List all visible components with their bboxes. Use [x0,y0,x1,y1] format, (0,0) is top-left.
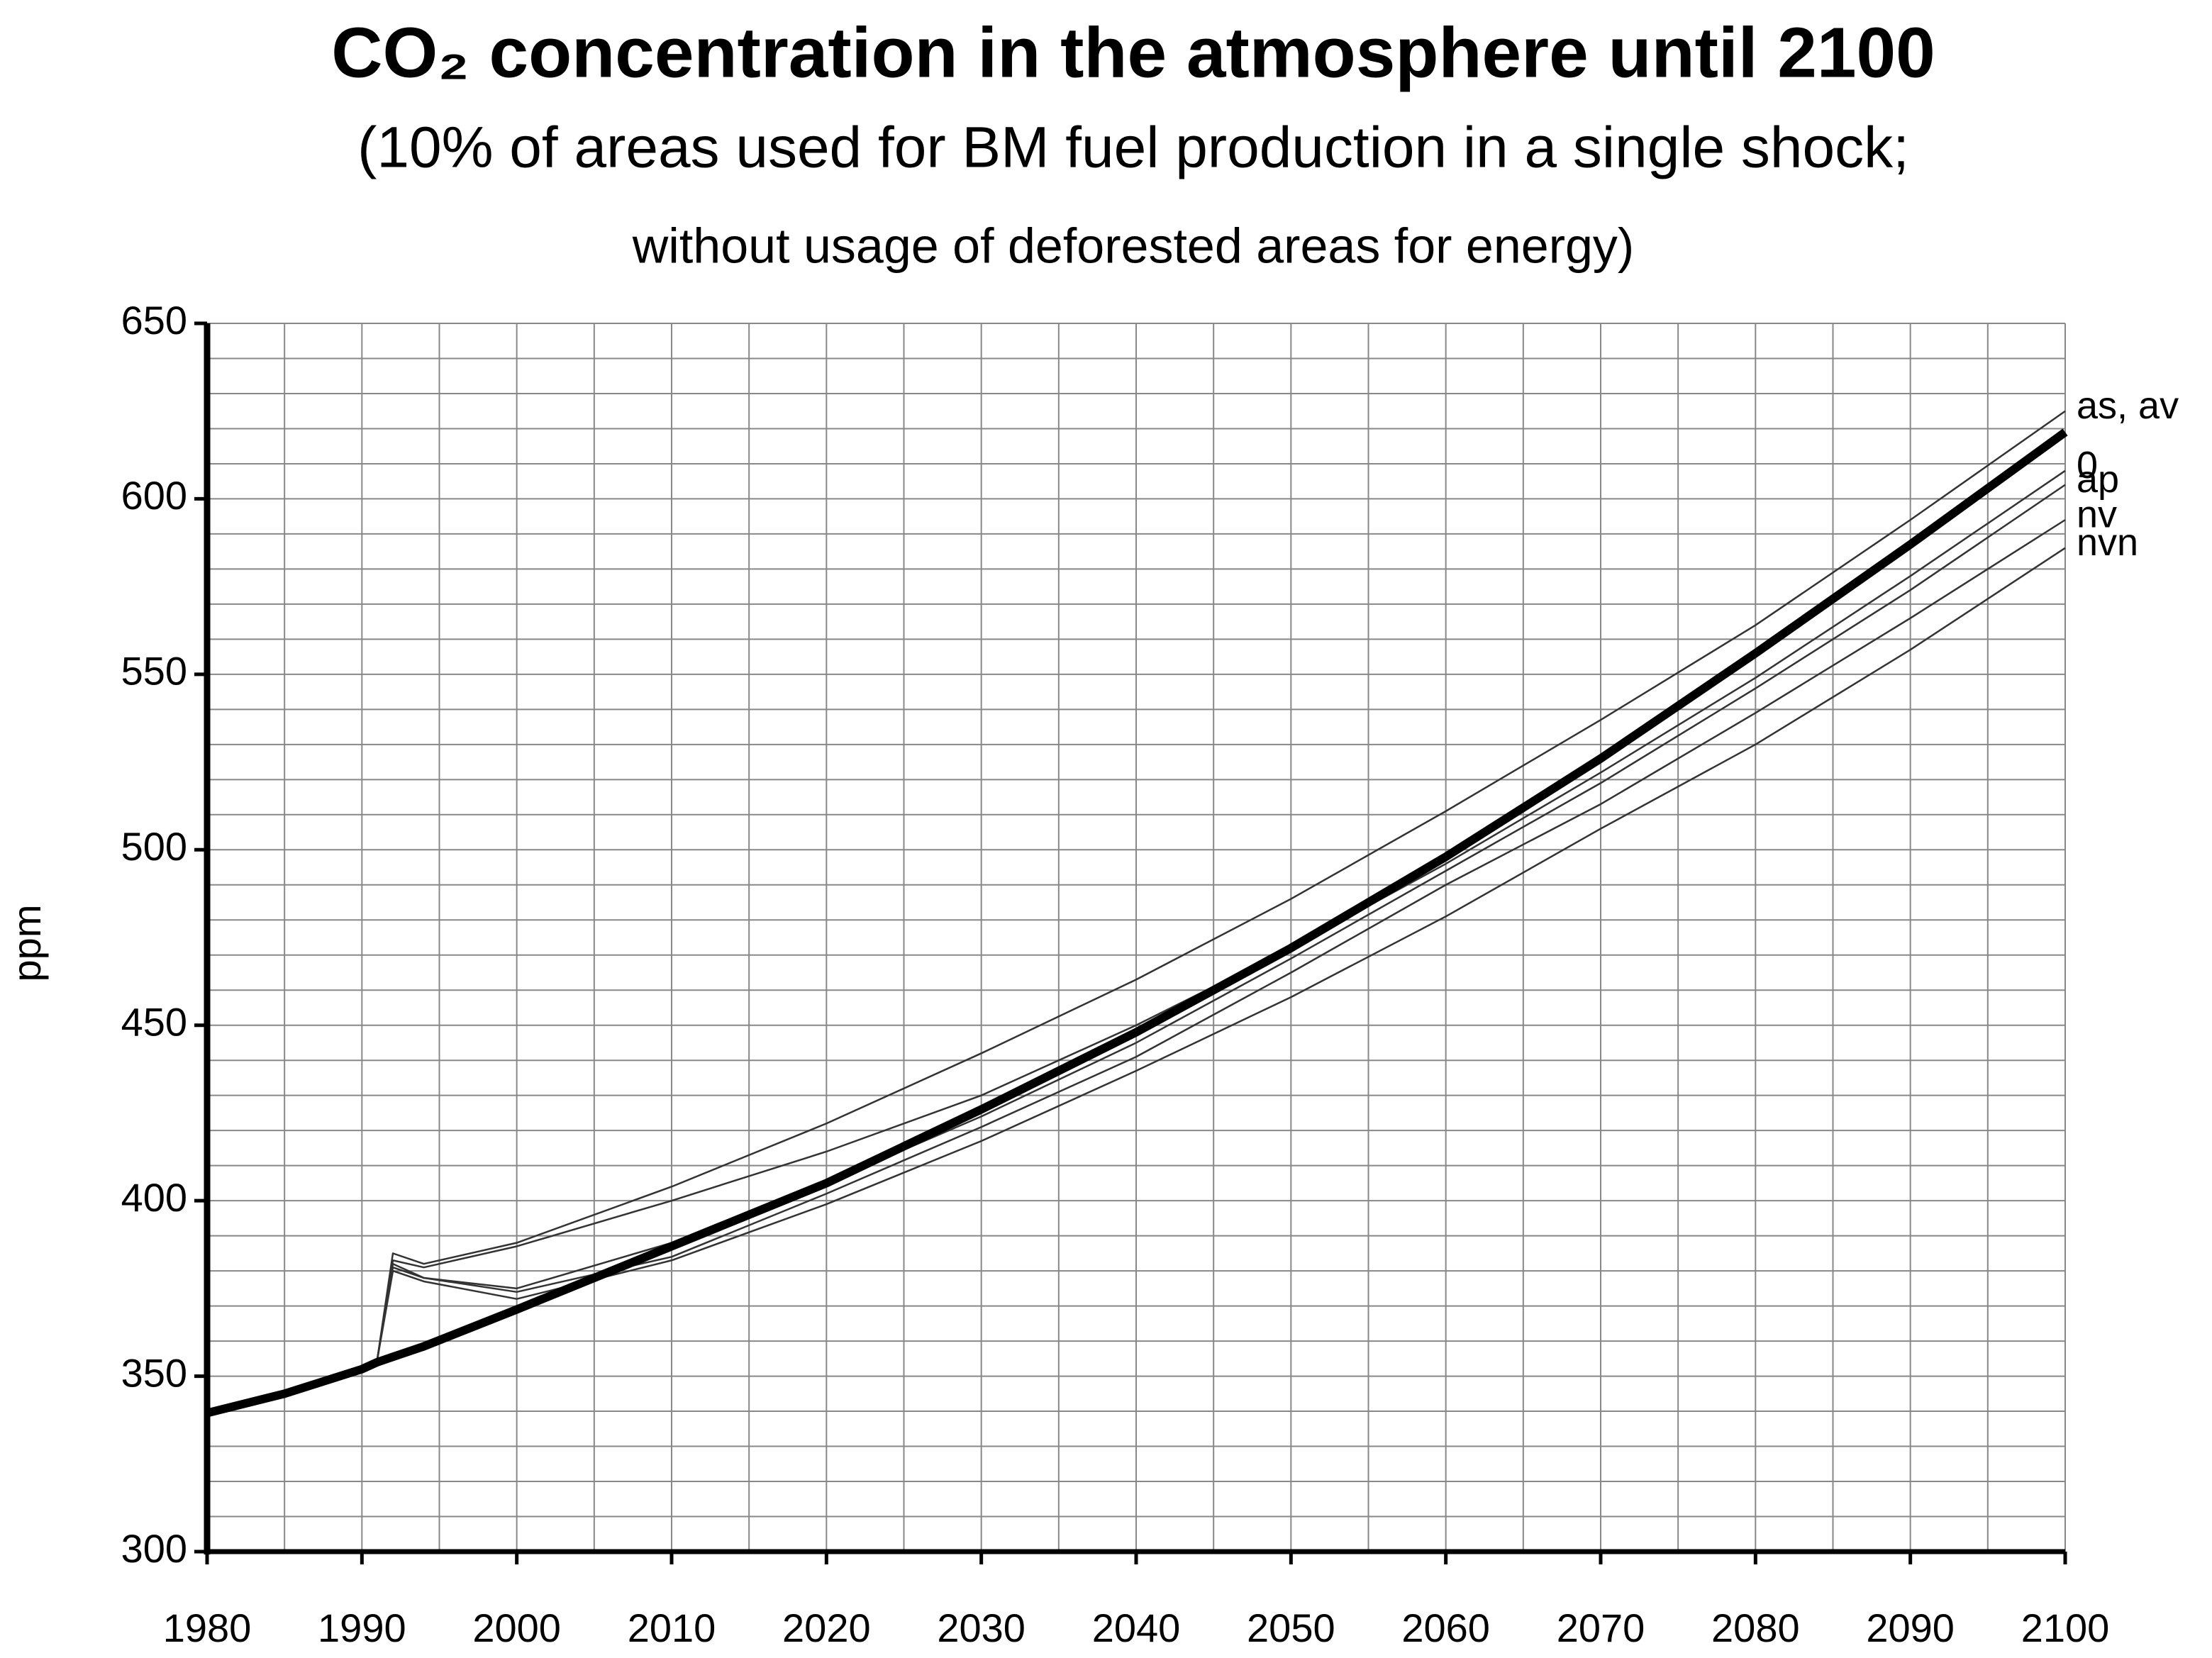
x-tick-label: 1990 [318,1606,406,1650]
y-tick-label: 400 [121,1175,187,1220]
series-label: 0 [2077,444,2098,486]
y-tick-label: 500 [121,824,187,869]
x-tick-label: 2030 [937,1606,1026,1650]
x-tick-label: 2010 [628,1606,716,1650]
y-tick-label: 350 [121,1350,187,1395]
y-tick-label: 600 [121,473,187,518]
x-tick-label: 2100 [2021,1606,2110,1650]
main-line [206,428,2068,1418]
x-tick-label: 2060 [1401,1606,1490,1650]
series-label: as, av [2077,384,2179,427]
x-tick-label: 2090 [1866,1606,1955,1650]
series-line [376,519,2066,1359]
chart-subtitle: (10% of areas used for BM fuel productio… [357,116,1909,180]
y-axis-label: ppm [4,905,49,982]
series-line [376,547,2066,1359]
series-label: nvn [2077,521,2138,564]
x-tick-label: 2040 [1092,1606,1181,1650]
y-tick-label: 450 [121,1000,187,1045]
x-tick-label: 1980 [163,1606,252,1650]
grid [206,323,2066,1552]
series-label: ap [2077,458,2119,501]
x-tick-label: 2080 [1711,1606,1800,1650]
x-tick-label: 2050 [1247,1606,1335,1650]
series-line [376,469,2066,1359]
chart-subtitle: without usage of deforested areas for en… [632,218,1635,273]
y-tick-label: 550 [121,649,187,694]
y-tick-label: 300 [121,1526,187,1571]
series-line [376,410,2066,1359]
x-tick-label: 2070 [1557,1606,1645,1650]
plot [206,410,2068,1418]
x-tick-label: 2000 [472,1606,561,1650]
series-label: nv [2077,493,2117,535]
x-tick-label: 2020 [782,1606,871,1650]
y-tick-label: 650 [121,298,187,343]
chart-title: CO₂ concentration in the atmosphere unti… [331,13,1935,92]
